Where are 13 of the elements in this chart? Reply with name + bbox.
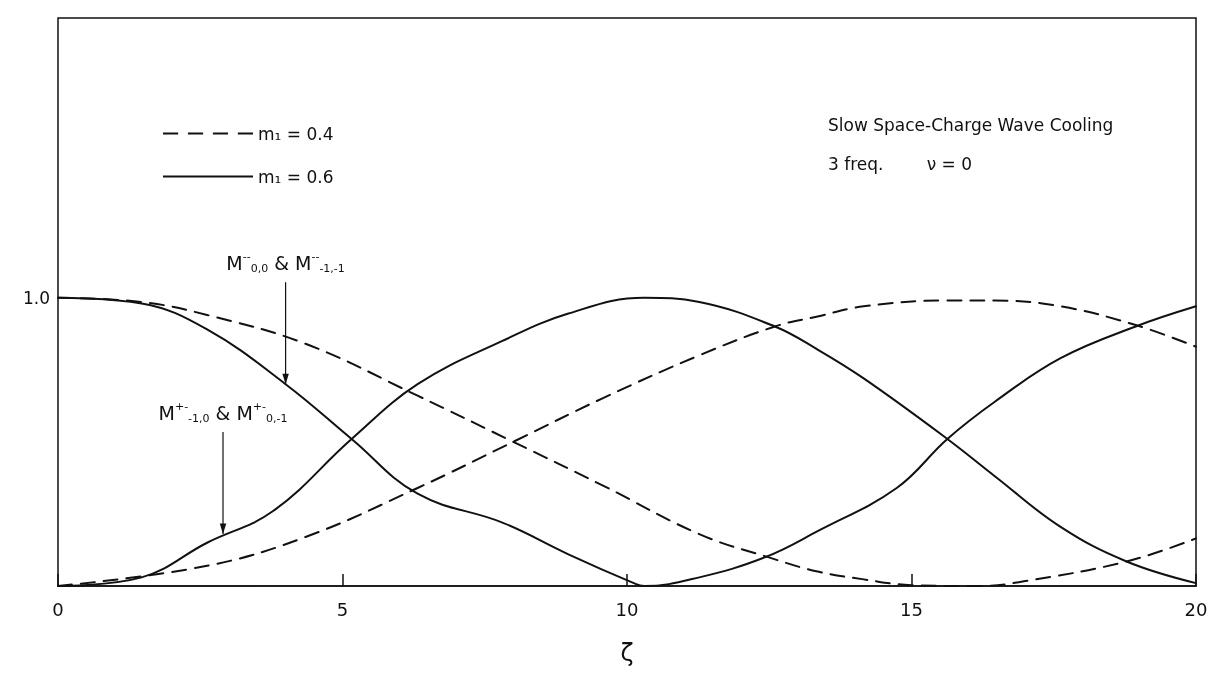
- x-tick-label: 15: [900, 598, 923, 620]
- annotation: M--0,0 & M---1,-1: [226, 250, 345, 276]
- legend-label: m₁ = 0.6: [258, 166, 334, 187]
- x-tick-label: 10: [615, 598, 639, 620]
- chart-subtitle: 3 freq. ν = 0: [828, 153, 973, 174]
- x-tick-label: 5: [336, 598, 349, 620]
- annotation: M+--1,0 & M+-0,-1: [158, 400, 288, 426]
- legend-label: m₁ = 0.4: [258, 123, 334, 144]
- x-axis-title: ζ: [620, 639, 634, 667]
- x-tick-label: 0: [52, 598, 64, 620]
- x-tick-label: 20: [1184, 598, 1208, 620]
- chart-title: Slow Space-Charge Wave Cooling: [828, 114, 1114, 135]
- annotation: 1.0: [22, 287, 50, 308]
